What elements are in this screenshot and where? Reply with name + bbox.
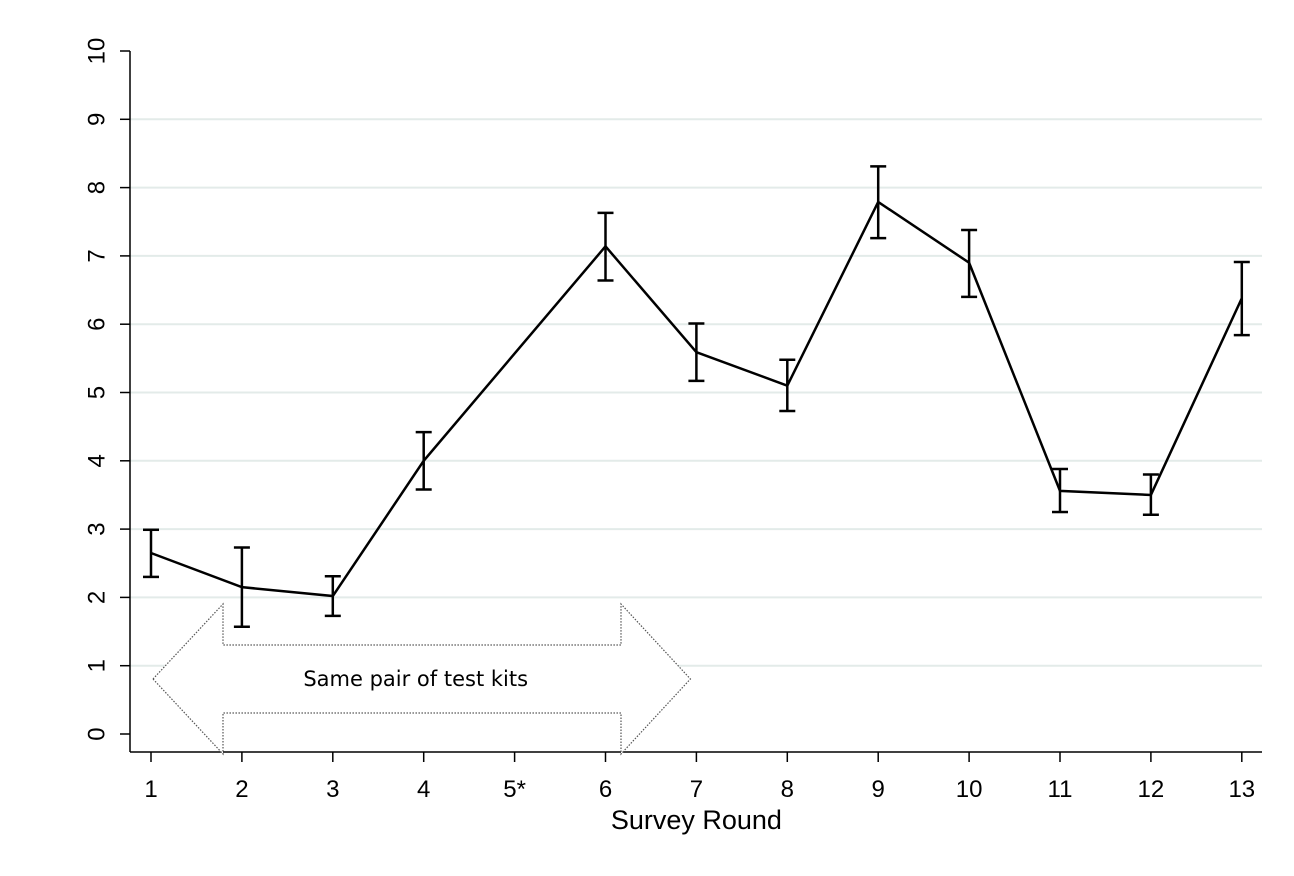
error-bar bbox=[779, 358, 796, 413]
y-tick-label: 4 bbox=[84, 454, 111, 467]
y-tick-label: 5 bbox=[84, 386, 111, 399]
x-tick-label: 4 bbox=[417, 776, 430, 803]
error-bar bbox=[597, 211, 614, 282]
error-bar bbox=[870, 165, 887, 240]
x-tick-label: 10 bbox=[956, 776, 983, 803]
annotation-label: Same pair of test kits bbox=[303, 667, 528, 691]
x-tick-label: 2 bbox=[235, 776, 248, 803]
error-bar bbox=[1052, 467, 1068, 514]
error-bar bbox=[1142, 473, 1159, 517]
x-tick-label: 9 bbox=[872, 776, 885, 803]
error-bar bbox=[961, 228, 978, 299]
y-tick-label: 10 bbox=[84, 38, 111, 65]
x-tick-label: 7 bbox=[690, 776, 703, 803]
y-tick-label: 6 bbox=[84, 318, 111, 331]
series-line bbox=[150, 200, 1243, 598]
y-tick-label: 8 bbox=[84, 181, 111, 194]
x-tick-label: 5* bbox=[503, 776, 526, 803]
y-tick-label: 0 bbox=[84, 727, 111, 740]
error-bar bbox=[143, 528, 159, 579]
error-bar bbox=[233, 546, 250, 629]
x-tick-label: 13 bbox=[1228, 776, 1255, 803]
y-tick-label: 9 bbox=[84, 113, 111, 126]
x-tick-label: 12 bbox=[1138, 776, 1165, 803]
y-tick-label: 7 bbox=[84, 249, 111, 262]
error-bar bbox=[1233, 260, 1250, 337]
x-tick-label: 8 bbox=[781, 776, 794, 803]
annotation-double-arrow bbox=[152, 602, 692, 756]
annotation-arrow: Same pair of test kits bbox=[152, 602, 692, 756]
x-axis-title: Survey Round bbox=[611, 805, 782, 835]
x-tick-label: 1 bbox=[144, 776, 157, 803]
x-tick-label: 6 bbox=[599, 776, 612, 803]
error-bar bbox=[324, 574, 341, 618]
x-tick-label: 11 bbox=[1048, 776, 1073, 803]
error-bar bbox=[415, 430, 432, 491]
y-tick-label: 2 bbox=[84, 591, 111, 604]
y-tick-label: 1 bbox=[84, 659, 111, 672]
series bbox=[143, 165, 1250, 629]
y-tick-label: 3 bbox=[84, 522, 111, 535]
error-bar bbox=[688, 322, 705, 383]
x-tick-label: 3 bbox=[326, 776, 339, 803]
